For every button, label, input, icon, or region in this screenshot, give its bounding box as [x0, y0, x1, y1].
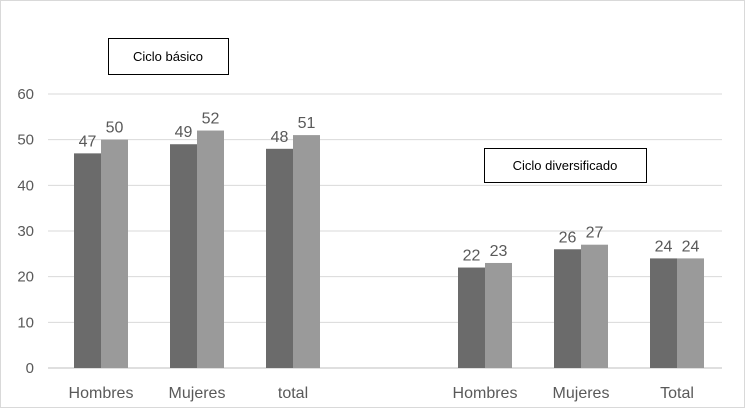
data-label: 48: [271, 129, 289, 146]
bar: [458, 267, 485, 368]
section-title-box: [108, 38, 229, 75]
bar: [485, 262, 512, 368]
data-label: 50: [106, 120, 124, 137]
section-title: Ciclo diversificado: [513, 158, 618, 173]
category-label: Hombres: [69, 385, 134, 402]
data-label: 24: [655, 238, 673, 255]
bar: [170, 144, 197, 368]
bar: [74, 153, 101, 368]
y-tick-label: 0: [26, 360, 34, 377]
category-label: Mujeres: [169, 385, 226, 402]
category-label: total: [278, 385, 308, 402]
section-titles: Ciclo básico Ciclo diversificado: [108, 38, 647, 183]
y-tick-label: 20: [17, 269, 34, 286]
y-tick-label: 50: [17, 132, 34, 149]
data-label: 47: [79, 133, 97, 150]
section-title: Ciclo básico: [133, 49, 203, 64]
y-tick-label: 10: [17, 314, 34, 331]
data-label: 52: [202, 111, 220, 128]
gridlines: [48, 93, 722, 369]
y-tick-label: 40: [17, 177, 34, 194]
data-label: 49: [175, 124, 193, 141]
data-label: 22: [463, 248, 481, 265]
bar: [554, 249, 581, 368]
bar: [650, 258, 677, 368]
y-tick-label: 60: [17, 86, 34, 103]
category-label: Total: [660, 385, 694, 402]
category-label: Mujeres: [553, 385, 610, 402]
section-title-box: [484, 148, 647, 183]
category-labels: Hombres Mujeres total Hombres Mujeres Total: [69, 385, 694, 402]
bar: [677, 258, 704, 368]
y-tick-label: 30: [17, 223, 34, 240]
data-label: 51: [298, 115, 316, 132]
bars: [74, 130, 704, 368]
bar: [101, 139, 128, 368]
bar: [197, 130, 224, 368]
y-axis-ticks: 0 10 20 30 40 50 60: [17, 86, 34, 377]
bar: [266, 148, 293, 368]
data-label: 24: [682, 238, 700, 255]
data-label: 27: [586, 225, 604, 242]
bar: [581, 244, 608, 368]
data-label: 26: [559, 229, 577, 246]
category-label: Hombres: [453, 385, 518, 402]
data-labels: 47 50 49 52 48 51 22 23 26 27 24 24: [79, 111, 700, 265]
bar: [293, 135, 320, 368]
data-label: 23: [490, 243, 508, 260]
